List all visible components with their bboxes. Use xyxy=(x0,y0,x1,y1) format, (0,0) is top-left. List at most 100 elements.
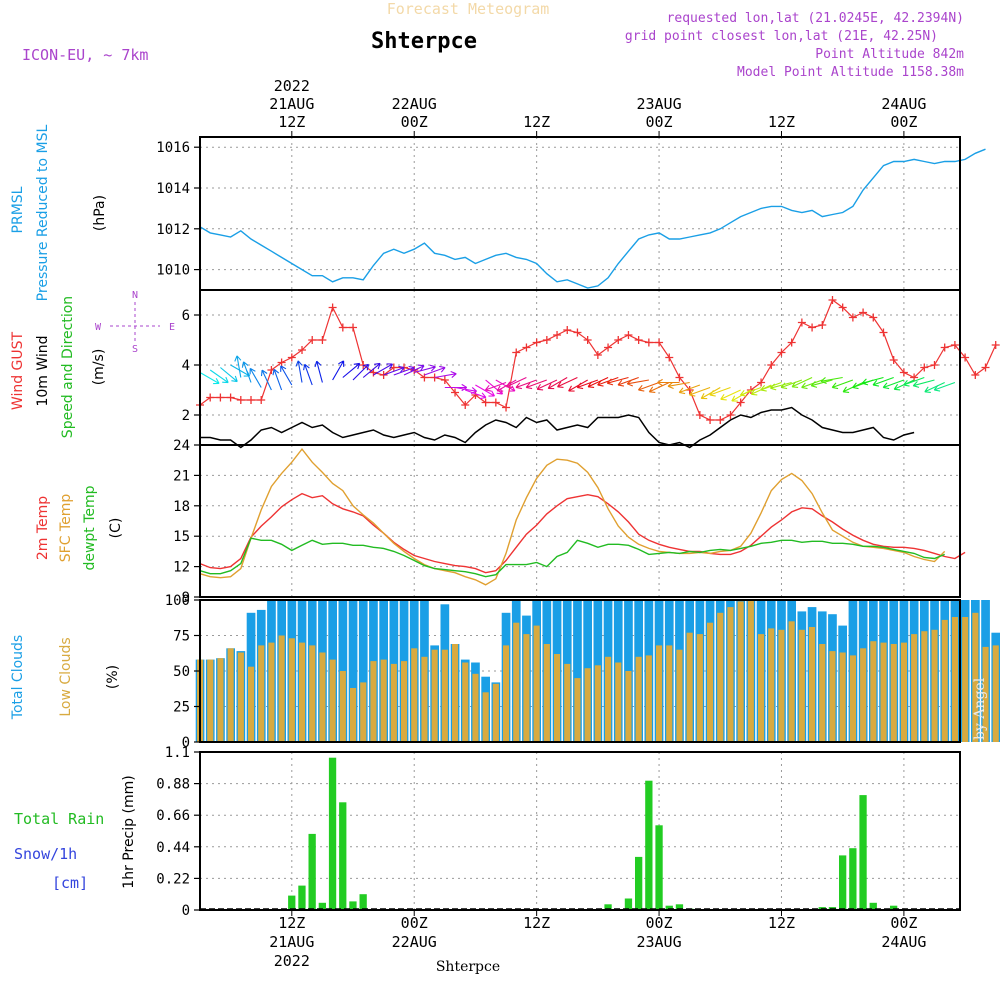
wind-gust-marker xyxy=(899,368,908,377)
bottom-time-hour: 12Z xyxy=(278,914,305,932)
wind-direction-arrow xyxy=(314,360,323,383)
wind-gust-marker xyxy=(930,361,939,369)
wind-direction-arrow xyxy=(362,362,381,378)
temperature-y-tick-label: 21 xyxy=(173,468,190,484)
precip-bar xyxy=(308,833,316,910)
wind-direction-arrow xyxy=(587,377,609,388)
wind-gust-marker xyxy=(869,313,878,322)
wind-direction-arrow xyxy=(597,376,619,387)
wind-gust-marker xyxy=(236,396,245,404)
precip-bar xyxy=(604,904,612,910)
wind-direction-arrow xyxy=(373,363,393,376)
wind-y-tick-label: 4 xyxy=(182,358,190,374)
pressure-axis-label: Pressure Reduced to MSL xyxy=(35,124,51,301)
wind-direction-arrow xyxy=(465,389,487,400)
low-cloud-bar xyxy=(839,652,846,742)
pressure-y-tick-label: 1010 xyxy=(156,263,190,279)
clouds-y-tick-label: 25 xyxy=(173,700,190,716)
wind-axis-label: Speed and Direction xyxy=(60,296,76,438)
low-cloud-bar xyxy=(401,661,408,742)
wind-direction-arrow xyxy=(496,379,517,392)
wind-gust-marker xyxy=(532,338,541,347)
low-cloud-bar xyxy=(666,645,673,742)
compass-west: W xyxy=(95,322,102,333)
low-cloud-bar xyxy=(951,617,958,742)
wind-gust-marker xyxy=(991,341,1000,349)
precip-bar xyxy=(349,901,357,910)
wind-direction-arrow xyxy=(295,360,303,383)
wind-direction-arrow xyxy=(648,382,670,393)
bottom-time-date: 21AUG xyxy=(269,933,314,951)
pressure-panel-bg xyxy=(200,137,960,290)
precipitation-y-tick-label: 1.1 xyxy=(165,745,190,761)
low-cloud-bar xyxy=(452,644,459,742)
wind-gust-marker xyxy=(491,398,500,407)
precip-bar xyxy=(359,894,367,910)
low-cloud-bar xyxy=(350,688,357,742)
wind-gust-marker xyxy=(848,313,857,322)
temp-2m-line xyxy=(199,492,966,574)
wind-direction-arrow xyxy=(657,378,680,387)
wind-direction-arrow xyxy=(667,381,690,390)
wind-gust-marker xyxy=(328,303,337,312)
wind-gust-marker xyxy=(522,343,531,352)
top-time-hour: 12Z xyxy=(523,113,550,131)
wind-axis-label: 10m Wind xyxy=(35,335,51,406)
clouds-y-tick-label: 0 xyxy=(182,735,190,751)
precip-axis-label: 1hr Precip (mm) xyxy=(121,775,137,888)
wind-gust-marker xyxy=(593,351,602,359)
wind-gust-marker xyxy=(920,363,929,372)
low-cloud-bar xyxy=(778,629,785,742)
low-cloud-bar xyxy=(309,645,316,742)
wind-gust-marker xyxy=(665,353,674,362)
low-cloud-bar xyxy=(472,673,479,742)
low-cloud-bar xyxy=(278,635,285,742)
low-cloud-bar xyxy=(615,662,622,742)
low-cloud-bar xyxy=(523,634,530,742)
wind-y-tick-label: 2 xyxy=(182,408,190,424)
low-cloud-bar xyxy=(319,652,326,742)
clouds-axis-label: Total Clouds xyxy=(10,635,26,720)
total-cloud-bar xyxy=(358,600,368,742)
wind-direction-arrow xyxy=(903,376,925,387)
wind-gust-marker xyxy=(828,296,837,304)
top-time-year: 2022 xyxy=(274,77,310,95)
wind-direction-arrow xyxy=(637,381,660,392)
low-cloud-bar xyxy=(849,655,856,742)
wind-gust-marker xyxy=(757,378,766,387)
wind-gust-marker xyxy=(461,401,470,409)
wind-gust-marker xyxy=(542,336,551,344)
top-time-date: 22AUG xyxy=(392,95,437,113)
clouds-axis-label: Low Clouds xyxy=(58,637,74,716)
precip-snow-unit: [cm] xyxy=(52,874,88,892)
low-cloud-bar xyxy=(737,601,744,742)
model-name: ICON-EU, ~ 7km xyxy=(22,46,148,64)
wind-direction-arrow xyxy=(414,364,436,374)
clouds-y-tick-label: 75 xyxy=(173,629,190,645)
wind-gust-marker xyxy=(675,373,684,382)
wind-direction-arrow xyxy=(557,377,578,388)
low-cloud-bar xyxy=(911,634,918,742)
wind-direction-arrow xyxy=(547,377,568,390)
wind-direction-arrow xyxy=(688,386,711,397)
low-cloud-bar xyxy=(441,649,448,742)
low-cloud-bar xyxy=(594,665,601,742)
bottom-time-date: 22AUG xyxy=(392,933,437,951)
compass-east: E xyxy=(169,322,175,333)
precip-bar xyxy=(318,902,326,910)
wind-gust-marker xyxy=(797,318,806,327)
wind-gust-marker xyxy=(981,363,990,372)
wind-gust-marker xyxy=(553,331,562,339)
top-time-date: 24AUG xyxy=(881,95,926,113)
low-cloud-bar xyxy=(299,642,306,742)
low-cloud-bar xyxy=(829,651,836,742)
wind-gust-marker xyxy=(808,323,817,332)
wind-direction-arrow xyxy=(831,379,854,390)
temp-axis-label: (C) xyxy=(108,518,124,539)
top-time-hour: 12Z xyxy=(768,113,795,131)
station-name: Shterpce xyxy=(371,29,477,54)
low-cloud-bar xyxy=(543,644,550,742)
wind-direction-arrow xyxy=(342,362,361,378)
wind-y-tick-label: 6 xyxy=(182,308,190,324)
wind-direction-arrow xyxy=(424,365,446,376)
